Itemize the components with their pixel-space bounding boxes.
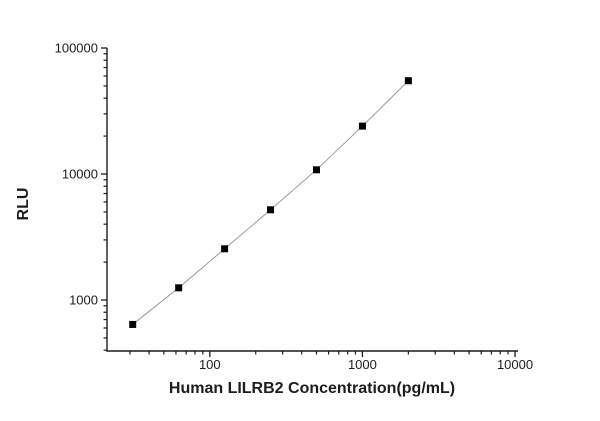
data-point-marker <box>267 206 275 214</box>
x-tick-label: 100 <box>199 357 221 372</box>
x-tick-label: 1000 <box>348 357 377 372</box>
x-tick-label: 10000 <box>497 357 533 372</box>
y-tick-label: 1000 <box>69 293 98 308</box>
series-layer <box>129 77 412 328</box>
data-point-marker <box>221 245 229 253</box>
data-point-marker <box>404 77 412 85</box>
data-point-marker <box>129 320 137 328</box>
data-point-marker <box>358 122 366 130</box>
x-axis-title: Human LILRB2 Concentration(pg/mL) <box>169 380 455 397</box>
series-line <box>132 80 409 325</box>
y-tick-label: 100000 <box>55 41 98 56</box>
data-point-marker <box>312 166 320 174</box>
axes-layer <box>101 47 518 357</box>
tick-labels-layer: 100 1000 10000 1000 10000 100000 <box>55 41 534 373</box>
y-axis-title: RLU <box>15 188 32 221</box>
y-tick-label: 10000 <box>62 167 98 182</box>
data-point-marker <box>175 284 183 292</box>
